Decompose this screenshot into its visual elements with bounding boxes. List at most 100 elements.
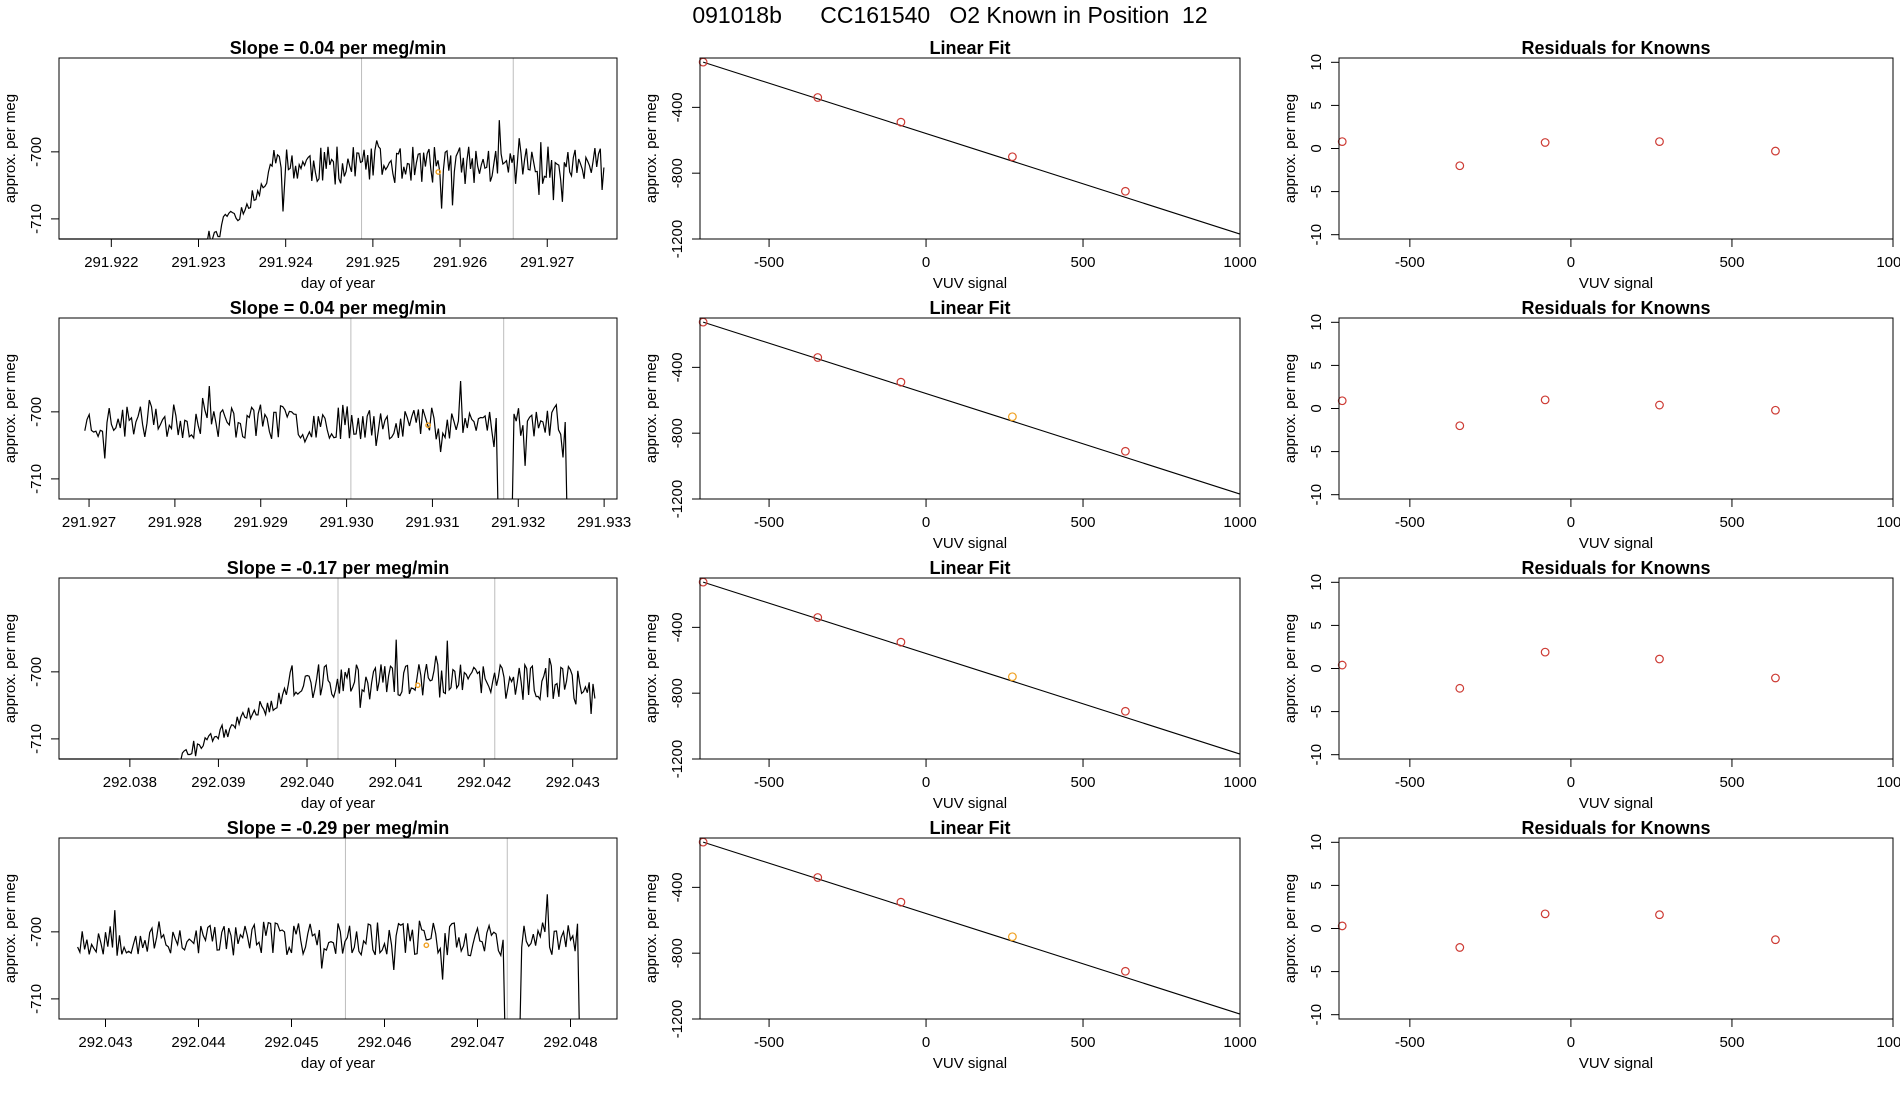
resid-panel-2: Residuals for Knowns approx. per meg VUV s… <box>1282 298 1900 552</box>
data-point <box>1455 943 1465 952</box>
data-point <box>1337 921 1347 931</box>
plot-frame <box>58 577 618 760</box>
x-axis-label: day of year <box>301 1055 375 1072</box>
y-tick-label: 5 <box>1308 101 1325 109</box>
series-line <box>180 639 596 759</box>
data-point <box>1455 421 1465 431</box>
y-tick-label: -710 <box>28 464 45 494</box>
y-tick-label: -800 <box>669 938 686 968</box>
x-tick-label: 0 <box>922 514 930 531</box>
x-tick-label: 1000 <box>1223 254 1256 271</box>
plot-frame <box>699 57 1241 240</box>
panel-title: Residuals for Knowns <box>1521 38 1710 58</box>
x-tick-label: -500 <box>1395 774 1425 791</box>
y-tick-label: -710 <box>28 724 45 754</box>
panel-title: Slope = 0.04 per meg/min <box>230 298 447 318</box>
x-tick-label: 500 <box>1719 1034 1744 1051</box>
x-tick-label: 500 <box>1071 774 1096 791</box>
y-tick-label: -800 <box>669 418 686 448</box>
y-tick-label: -700 <box>28 137 45 167</box>
highlight-point <box>423 942 430 949</box>
plot-frame <box>1338 837 1894 1020</box>
x-tick-label: 0 <box>922 1034 930 1051</box>
plot-frame <box>699 577 1241 760</box>
series-line <box>77 894 580 1019</box>
y-tick-label: 5 <box>1308 361 1325 369</box>
x-axis-label: VUV signal <box>933 535 1007 552</box>
x-tick-label: 291.924 <box>259 254 313 271</box>
data-point <box>1121 446 1130 456</box>
x-tick-label: 500 <box>1071 1034 1096 1051</box>
y-tick-label: -710 <box>28 984 45 1014</box>
panel-title: Residuals for Knowns <box>1521 818 1710 838</box>
data-point <box>1540 138 1550 147</box>
panel-title: Slope = 0.04 per meg/min <box>230 38 447 58</box>
panel-title: Slope = -0.17 per meg/min <box>227 558 450 578</box>
y-tick-label: 0 <box>1308 924 1325 932</box>
fit-line <box>702 61 1241 235</box>
plot-frame <box>58 57 618 240</box>
y-axis-label: approx. per meg <box>2 354 19 463</box>
x-tick-label: 291.931 <box>405 514 459 531</box>
fit-line <box>702 581 1241 755</box>
y-axis-label: approx. per meg <box>1282 354 1299 463</box>
y-tick-label: -5 <box>1308 445 1325 458</box>
y-axis-label: approx. per meg <box>2 614 19 723</box>
y-axis-label: approx. per meg <box>1282 874 1299 983</box>
y-axis-label: approx. per meg <box>643 614 660 723</box>
data-point <box>1007 152 1017 162</box>
y-tick-label: -1200 <box>669 480 686 518</box>
data-point <box>896 637 906 647</box>
fit-panel-2: Linear Fit approx. per meg VUV signal -500 0… <box>643 298 1257 552</box>
fit-line <box>702 321 1241 495</box>
x-tick-label: -500 <box>1395 1034 1425 1051</box>
y-axis-label: approx. per meg <box>1282 94 1299 203</box>
data-point <box>813 353 823 362</box>
x-axis-label: VUV signal <box>1579 1055 1653 1072</box>
series-line <box>84 380 568 499</box>
page-title: 091018b CC161540 O2 Known in Position 12 <box>692 2 1208 28</box>
resid-panel-4: Residuals for Knowns approx. per meg VUV s… <box>1282 818 1900 1072</box>
x-tick-label: -500 <box>754 254 784 271</box>
data-point <box>1455 683 1465 693</box>
x-tick-label: 500 <box>1719 774 1744 791</box>
data-point <box>1455 161 1465 171</box>
x-axis-label: VUV signal <box>1579 535 1653 552</box>
x-tick-label: 1000 <box>1223 514 1256 531</box>
y-tick-label: 0 <box>1308 404 1325 412</box>
x-tick-label: 291.929 <box>234 514 288 531</box>
x-tick-label: 500 <box>1071 514 1096 531</box>
x-tick-label: 292.042 <box>457 774 511 791</box>
data-point <box>1540 909 1550 919</box>
x-axis-label: VUV signal <box>933 1055 1007 1072</box>
y-tick-label: -700 <box>28 397 45 427</box>
data-point <box>1007 412 1017 422</box>
timeseries-panel-3: Slope = -0.17 per meg/min approx. per meg… <box>2 558 618 812</box>
resid-panel-3: Residuals for Knowns approx. per meg VUV s… <box>1282 558 1900 812</box>
x-tick-label: 291.927 <box>520 254 574 271</box>
y-tick-label: -1200 <box>669 740 686 778</box>
timeseries-panel-1: Slope = 0.04 per meg/min approx. per meg d… <box>2 38 618 292</box>
y-tick-label: -700 <box>28 657 45 687</box>
data-point <box>1771 405 1780 415</box>
x-tick-label: 500 <box>1071 254 1096 271</box>
data-point <box>813 873 823 882</box>
y-axis-label: approx. per meg <box>643 94 660 203</box>
x-tick-label: 292.043 <box>78 1034 132 1051</box>
data-point <box>813 93 823 102</box>
fit-panel-3: Linear Fit approx. per meg VUV signal -500 0… <box>643 558 1257 812</box>
data-point <box>1007 672 1017 682</box>
x-tick-label: 291.923 <box>171 254 225 271</box>
x-tick-label: 1000 <box>1876 254 1900 271</box>
x-tick-label: 500 <box>1719 514 1744 531</box>
x-axis-label: VUV signal <box>1579 275 1653 292</box>
y-tick-label: 5 <box>1308 621 1325 629</box>
x-tick-label: 0 <box>1567 254 1575 271</box>
plot-frame <box>58 837 618 1020</box>
x-tick-label: 291.930 <box>319 514 373 531</box>
highlight-point <box>425 422 432 429</box>
y-tick-label: -400 <box>669 352 686 382</box>
x-tick-label: 291.925 <box>346 254 400 271</box>
fit-line <box>702 841 1241 1015</box>
y-tick-label: 10 <box>1308 834 1325 851</box>
